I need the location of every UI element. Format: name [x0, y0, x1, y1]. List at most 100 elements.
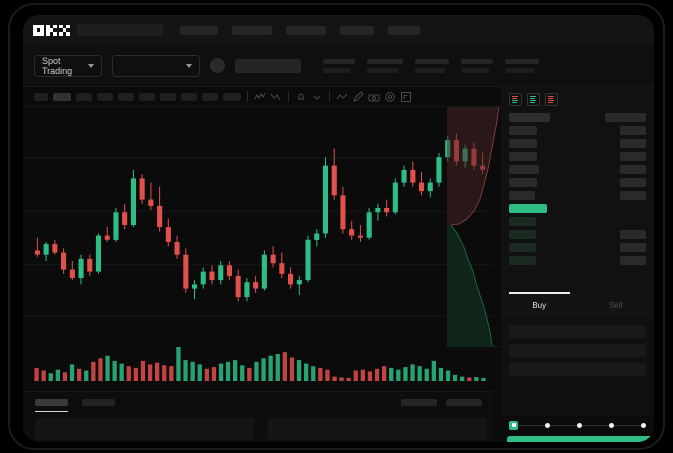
timeframe-chip-1[interactable]: [34, 92, 48, 101]
chevron-down-icon: [88, 63, 94, 68]
app-screen: Spot Trading: [23, 15, 654, 442]
price-chart-panel[interactable]: [23, 107, 493, 391]
orderbook-mode-both[interactable]: [509, 93, 522, 106]
chevron-down-icon[interactable]: [311, 91, 323, 103]
timeframe-chip-6[interactable]: [139, 92, 155, 101]
orders-tab-1[interactable]: [35, 399, 68, 412]
orderbook-spread-row-price: [509, 204, 547, 213]
alert-icon[interactable]: [295, 91, 307, 103]
orders-tabs[interactable]: [23, 392, 493, 412]
fullscreen-icon[interactable]: [400, 91, 412, 103]
orderbook-mode-asks[interactable]: [545, 93, 558, 106]
timeframe-chip-9[interactable]: [202, 92, 218, 101]
orderbook-bid-row-3[interactable]: [501, 243, 654, 252]
order-entry-form[interactable]: [501, 318, 654, 416]
order-amount-field[interactable]: [509, 344, 646, 357]
orderbook-ask-row-3[interactable]: [501, 152, 654, 161]
line-chart-icon[interactable]: [336, 91, 348, 103]
toolbar-divider: [288, 91, 289, 102]
camera-icon[interactable]: [368, 91, 380, 103]
market-sub-toolbar: Spot Trading: [23, 45, 654, 87]
market-type-selector[interactable]: Spot Trading: [34, 54, 102, 77]
stat-block-1-label: [323, 58, 355, 64]
stat-block-5: [505, 58, 539, 73]
header-nav-item-4[interactable]: [340, 25, 374, 35]
trade-side-tabs[interactable]: Buy Sell: [501, 292, 654, 318]
timeframe-chip-2[interactable]: [53, 92, 71, 101]
orderbook-ask-row-5-amount: [620, 178, 646, 187]
orderbook-ask-row-3-amount: [620, 152, 646, 161]
trading-pair-selector[interactable]: [112, 54, 200, 77]
bottom-card-right: [268, 418, 487, 440]
order-total-field[interactable]: [509, 363, 646, 376]
stat-block-4: [461, 58, 493, 73]
settings-gear-icon[interactable]: [384, 91, 396, 103]
logo-glyph-k: [46, 24, 57, 36]
search-input[interactable]: [77, 24, 163, 36]
stepper-dot-1[interactable]: [509, 420, 518, 430]
timeframe-chip-7[interactable]: [160, 92, 176, 101]
indicators-icon[interactable]: [254, 91, 266, 103]
orderbook-mode-bids[interactable]: [527, 93, 540, 106]
orders-actions[interactable]: [401, 399, 482, 406]
header-nav-item-2[interactable]: [232, 25, 272, 35]
bottom-card-left: [35, 418, 254, 440]
orderbook-ask-row-6[interactable]: [501, 191, 654, 200]
tab-buy-label: Buy: [532, 300, 547, 310]
orderbook-bid-row-2[interactable]: [501, 230, 654, 239]
orders-content: [35, 418, 487, 440]
timeframe-selector[interactable]: [34, 92, 241, 101]
primary-cta-button[interactable]: [507, 436, 654, 442]
stat-block-2-label: [367, 58, 403, 64]
tab-sell[interactable]: Sell: [578, 292, 655, 318]
orderbook-bid-row-1[interactable]: [501, 217, 654, 226]
orderbook-ask-row-4[interactable]: [501, 165, 654, 174]
onboarding-stepper[interactable]: [501, 416, 654, 434]
stepper-dot-5[interactable]: [641, 422, 646, 428]
orderbook-rows: [501, 113, 654, 265]
stepper-dot-2[interactable]: [545, 422, 550, 428]
orderbook-bid-row-4-amount: [620, 256, 646, 265]
chart-toolbar: [23, 87, 654, 107]
orders-bottom-panel: [23, 391, 493, 442]
okx-logo[interactable]: [33, 24, 70, 36]
orderbook-header-amount: [605, 113, 646, 122]
coin-avatar-icon: [210, 58, 225, 73]
header-nav-item-5[interactable]: [388, 25, 420, 35]
orders-tab-2-label: [82, 399, 115, 406]
header-nav-item-1[interactable]: [180, 25, 218, 35]
orderbook-ask-row-6-amount: [620, 191, 646, 200]
order-price-field[interactable]: [509, 325, 646, 338]
timeframe-chip-3[interactable]: [76, 92, 92, 101]
orderbook-spread-row[interactable]: [501, 204, 654, 213]
stepper-dot-4[interactable]: [609, 422, 614, 428]
drawing-pencil-icon[interactable]: [352, 90, 364, 103]
timeframe-chip-10[interactable]: [223, 92, 241, 101]
timeframe-chip-8[interactable]: [181, 92, 197, 101]
tab-buy[interactable]: Buy: [501, 292, 578, 318]
orderbook-bid-row-3-amount: [620, 243, 646, 252]
orderbook-bid-row-4[interactable]: [501, 256, 654, 265]
timeframe-chip-4[interactable]: [97, 92, 113, 101]
orderbook-ask-row-5[interactable]: [501, 178, 654, 187]
orders-tab-2[interactable]: [82, 399, 115, 406]
orderbook-ask-row-6-price: [509, 191, 535, 200]
timeframe-chip-5[interactable]: [118, 92, 134, 101]
stat-block-5-value: [505, 67, 535, 73]
compare-icon[interactable]: [270, 91, 282, 103]
orderbook-ask-row-3-price: [509, 152, 537, 161]
orderbook-bid-row-4-price: [509, 256, 536, 265]
chevron-down-icon: [186, 63, 192, 68]
orderbook-ask-row-1[interactable]: [501, 126, 654, 135]
orderbook-panel[interactable]: [501, 87, 654, 292]
orderbook-ask-row-5-price: [509, 178, 537, 187]
header-nav-item-3[interactable]: [286, 25, 326, 35]
volume-histogram: [34, 347, 486, 381]
bottom-action-2[interactable]: [446, 399, 482, 406]
orderbook-ask-row-2[interactable]: [501, 139, 654, 148]
stepper-dot-3[interactable]: [577, 422, 582, 428]
orderbook-mode-buttons[interactable]: [501, 87, 654, 106]
orderbook-header[interactable]: [501, 113, 654, 122]
bottom-action-1[interactable]: [401, 399, 437, 406]
stat-block-5-label: [505, 58, 539, 64]
